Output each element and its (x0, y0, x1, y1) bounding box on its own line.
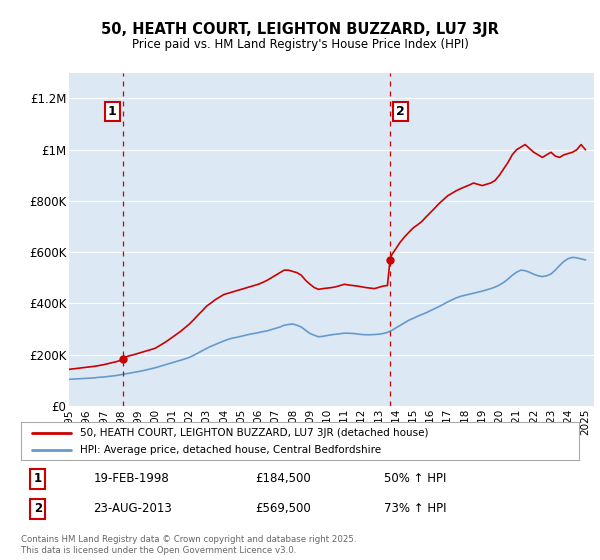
Text: Price paid vs. HM Land Registry's House Price Index (HPI): Price paid vs. HM Land Registry's House … (131, 38, 469, 52)
Text: 2: 2 (34, 502, 42, 515)
Text: Contains HM Land Registry data © Crown copyright and database right 2025.
This d: Contains HM Land Registry data © Crown c… (21, 535, 356, 554)
Text: 2: 2 (396, 105, 405, 118)
Text: 19-FEB-1998: 19-FEB-1998 (94, 472, 169, 485)
Text: 73% ↑ HPI: 73% ↑ HPI (384, 502, 446, 515)
Text: £569,500: £569,500 (256, 502, 311, 515)
Text: 50, HEATH COURT, LEIGHTON BUZZARD, LU7 3JR (detached house): 50, HEATH COURT, LEIGHTON BUZZARD, LU7 3… (80, 428, 428, 438)
Text: 50% ↑ HPI: 50% ↑ HPI (384, 472, 446, 485)
Text: 50, HEATH COURT, LEIGHTON BUZZARD, LU7 3JR: 50, HEATH COURT, LEIGHTON BUZZARD, LU7 3… (101, 22, 499, 36)
Text: 1: 1 (34, 472, 42, 485)
Text: £184,500: £184,500 (256, 472, 311, 485)
Text: 1: 1 (108, 105, 117, 118)
Text: HPI: Average price, detached house, Central Bedfordshire: HPI: Average price, detached house, Cent… (80, 445, 381, 455)
Text: 23-AUG-2013: 23-AUG-2013 (94, 502, 172, 515)
